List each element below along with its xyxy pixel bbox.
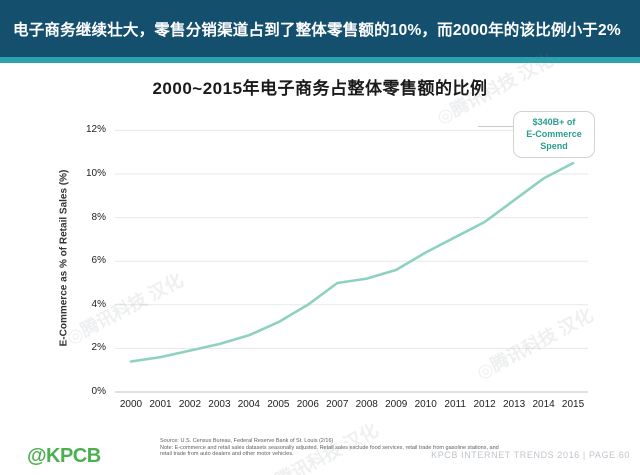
y-tick-label: 0%: [91, 386, 106, 397]
y-tick-label: 12%: [85, 124, 106, 136]
header-title: 电子商务继续壮大，零售分销渠道占到了整体零售额的10%，而2000年的该比例小于…: [13, 21, 621, 39]
x-tick-label: 2013: [502, 399, 526, 410]
annotation-callout: $340B+ of E-Commerce Spend: [513, 111, 595, 158]
kpcb-logo: @KPCB: [27, 445, 101, 467]
callout-leader-line: [478, 126, 513, 127]
x-tick-label: 2014: [532, 399, 555, 410]
x-tick-label: 2012: [473, 399, 496, 410]
x-tick-label: 2001: [149, 399, 172, 410]
x-tick-label: 2005: [267, 399, 290, 410]
y-tick-label: 2%: [91, 342, 106, 354]
header-accent-strip: [0, 57, 640, 63]
x-tick-label: 2009: [385, 399, 408, 410]
y-tick-label: 8%: [91, 211, 106, 223]
y-tick-label: 4%: [91, 298, 106, 310]
y-tick-label: 6%: [91, 255, 106, 267]
x-tick-label: 2015: [561, 399, 585, 410]
source-note: Source: U.S. Census Bureau, Federal Rese…: [160, 438, 510, 458]
annotation-line3: Spend: [540, 141, 568, 151]
x-tick-label: 2002: [178, 399, 202, 410]
footer-page-info: KPCB INTERNET TRENDS 2016 | PAGE 60: [431, 450, 630, 460]
annotation-line2: E-Commerce: [526, 129, 582, 139]
x-tick-label: 2006: [296, 399, 319, 410]
chart-title: 2000~2015年电子商务占整体零售额的比例: [152, 79, 488, 98]
source-line: Source: U.S. Census Bureau, Federal Rese…: [160, 438, 334, 444]
x-tick-label: 2003: [208, 399, 231, 410]
x-tick-label: 2008: [355, 399, 378, 410]
x-tick-label: 2007: [326, 399, 349, 410]
header-bar: 电子商务继续壮大，零售分销渠道占到了整体零售额的10%，而2000年的该比例小于…: [0, 0, 640, 57]
x-tick-label: 2011: [444, 399, 466, 410]
line-chart: [115, 129, 588, 393]
chart-line: [129, 161, 575, 363]
y-tick-label: 10%: [85, 168, 106, 179]
x-tick-label: 2010: [414, 399, 437, 410]
x-tick-label: 2004: [237, 399, 260, 410]
x-tick-label: 2000: [119, 399, 143, 410]
note-line: Note: E-commerce and retail sales datase…: [160, 444, 499, 458]
annotation-line1: $340B+ of: [532, 117, 576, 127]
